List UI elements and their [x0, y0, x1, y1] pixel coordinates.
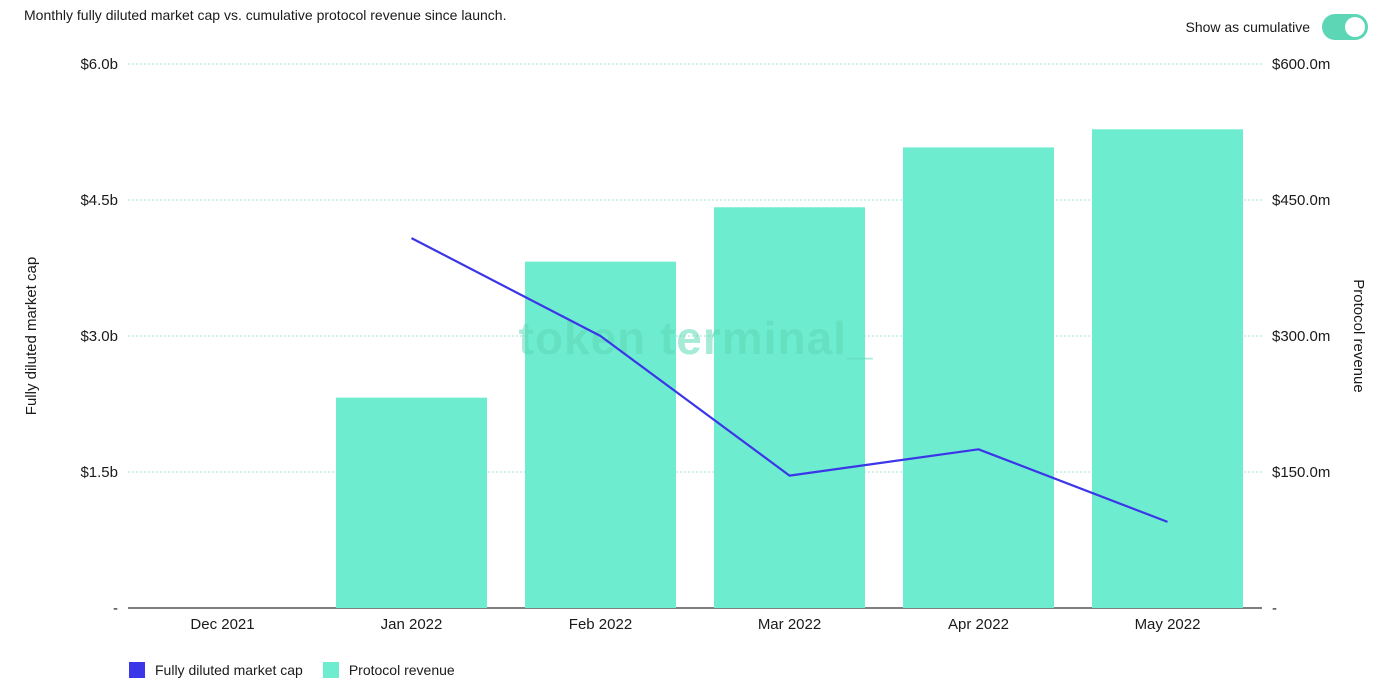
left-axis-title: Fully diluted market cap: [23, 257, 40, 415]
right-axis-title: Protocol revenue: [1350, 279, 1367, 392]
toggle-knob: [1345, 17, 1365, 37]
x-tick-label: Jan 2022: [381, 616, 443, 633]
chart-subtitle: Monthly fully diluted market cap vs. cum…: [24, 7, 507, 23]
left-tick-label: $6.0b: [80, 56, 118, 73]
bar-series: [336, 129, 1243, 608]
x-axis: Dec 2021 Jan 2022 Feb 2022 Mar 2022 Apr 2022…: [190, 616, 1200, 633]
cumulative-toggle-label: Show as cumulative: [1185, 19, 1310, 35]
line-series: [410, 237, 1168, 523]
left-tick-label: $4.5b: [80, 192, 118, 209]
watermark: token terminal_: [519, 312, 874, 364]
x-tick-label: Dec 2021: [190, 616, 254, 633]
legend-label-protocol-revenue: Protocol revenue: [348, 662, 455, 678]
left-tick-label: -: [113, 600, 118, 617]
right-tick-label: $300.0m: [1272, 328, 1330, 345]
bar-protocol-revenue: [714, 207, 865, 608]
right-axis: - $150.0m $300.0m $450.0m $600.0m: [1272, 56, 1330, 617]
legend-label-market-cap: Fully diluted market cap: [155, 662, 303, 678]
right-tick-label: -: [1272, 600, 1277, 617]
left-tick-label: $1.5b: [80, 464, 118, 481]
bar-protocol-revenue: [525, 261, 676, 608]
chart-area: token terminal_ - $1.5b $3.0b $4.5b $6.0b - $…: [23, 56, 1367, 633]
x-tick-label: Mar 2022: [758, 616, 821, 633]
bar-protocol-revenue: [903, 147, 1054, 608]
bar-protocol-revenue: [336, 397, 487, 608]
legend-item-protocol-revenue[interactable]: Protocol revenue: [322, 662, 455, 678]
right-tick-label: $150.0m: [1272, 464, 1330, 481]
bar-protocol-revenue: [1092, 129, 1243, 608]
x-tick-label: May 2022: [1135, 616, 1201, 633]
legend-swatch-market-cap: [129, 662, 145, 678]
cumulative-toggle[interactable]: [1322, 14, 1368, 40]
cumulative-toggle-group: Show as cumulative: [1185, 14, 1368, 40]
legend-swatch-protocol-revenue: [322, 662, 339, 678]
x-tick-label: Apr 2022: [948, 616, 1009, 633]
gridlines: [128, 63, 1262, 609]
right-tick-label: $600.0m: [1272, 56, 1330, 73]
x-tick-label: Feb 2022: [569, 616, 632, 633]
legend: Fully diluted market cap Protocol revenu…: [129, 662, 455, 678]
right-tick-label: $450.0m: [1272, 192, 1330, 209]
left-tick-label: $3.0b: [80, 328, 118, 345]
left-axis: - $1.5b $3.0b $4.5b $6.0b: [80, 56, 118, 617]
legend-item-market-cap[interactable]: Fully diluted market cap: [129, 662, 303, 678]
